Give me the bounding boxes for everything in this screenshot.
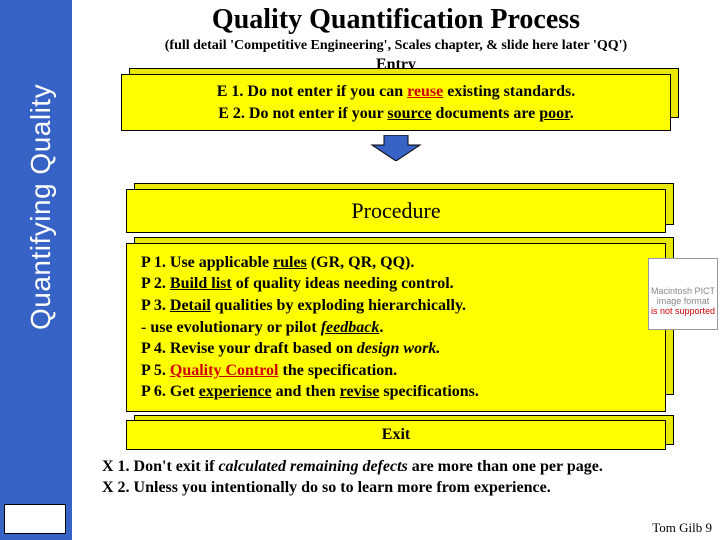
proc-p5: P 5. Quality Control the specification. [141,360,651,382]
main-content: Quality Quantification Process (full det… [72,0,720,540]
exit-x2: X 2. Unless you intentionally do so to l… [102,477,700,499]
proc-p3: P 3. Detail qualities by exploding hiera… [141,295,651,317]
arrow-down-icon [366,135,426,161]
entry-line1: E 1. Do not enter if you can reuse exist… [217,83,576,100]
procedure-body-box: P 1. Use applicable rules (GR, QR, QQ). … [126,243,666,412]
sidebar: Quantifying Quality [0,0,72,540]
page-subtitle: (full detail 'Competitive Engineering', … [72,38,720,54]
proc-p1: P 1. Use applicable rules (GR, QR, QQ). [141,252,651,274]
proc-p2: P 2. Build list of quality ideas needing… [141,273,651,295]
proc-p4: P 4. Revise your draft based on design w… [141,338,651,360]
exit-label: Exit [382,426,410,443]
sidebar-bottom-box [4,504,66,534]
page-title: Quality Quantification Process [72,4,720,36]
sidebar-label: Quantifying Quality [25,84,57,330]
exit-x1: X 1. Don't exit if calculated remaining … [102,456,700,478]
exit-label-box: Exit [126,420,666,450]
pict-placeholder: Macintosh PICT image format is not suppo… [648,258,718,330]
entry-line2: E 2. Do not enter if your source documen… [218,105,574,122]
proc-p3b: - use evolutionary or pilot feedback. [141,317,651,339]
procedure-title: Procedure [351,198,440,223]
procedure-title-box: Procedure [126,189,666,233]
footer: Tom Gilb 9 [652,520,712,536]
entry-box: E 1. Do not enter if you can reuse exist… [121,74,671,131]
proc-p6: P 6. Get experience and then revise spec… [141,381,651,403]
exit-text: X 1. Don't exit if calculated remaining … [102,456,700,499]
